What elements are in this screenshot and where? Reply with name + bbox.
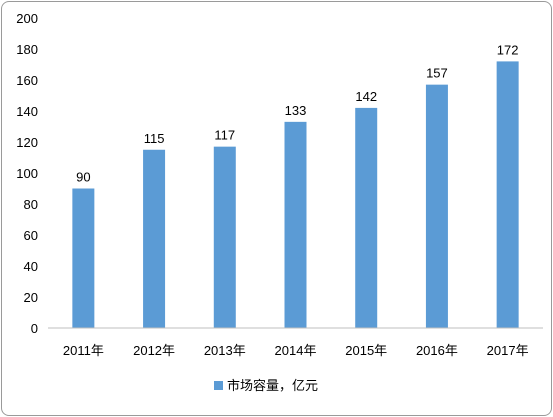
x-tick-label: 2015年 xyxy=(345,343,387,358)
y-tick-label: 60 xyxy=(24,228,38,243)
bar xyxy=(496,61,519,329)
data-label: 157 xyxy=(426,66,448,81)
data-label: 117 xyxy=(214,128,235,143)
bar xyxy=(72,188,95,328)
y-axis: 0 20 40 60 80 100 120 140 160 180 200 xyxy=(16,11,38,336)
y-tick-label: 160 xyxy=(16,73,38,88)
y-tick-label: 20 xyxy=(24,290,38,305)
x-tick-label: 2012年 xyxy=(133,343,175,358)
x-tick-label: 2016年 xyxy=(416,343,458,358)
y-tick-label: 0 xyxy=(31,321,38,336)
data-label: 115 xyxy=(144,131,165,146)
bar xyxy=(143,149,166,328)
x-tick-label: 2013年 xyxy=(204,343,246,358)
data-label: 172 xyxy=(497,42,519,57)
bar xyxy=(213,146,236,328)
data-label: 142 xyxy=(355,89,377,104)
y-tick-label: 40 xyxy=(24,259,38,274)
x-tick-label: 2014年 xyxy=(275,343,317,358)
y-tick-label: 80 xyxy=(24,197,38,212)
legend: 市场容量，亿元 xyxy=(214,378,318,394)
legend-swatch xyxy=(214,381,223,390)
y-tick-label: 100 xyxy=(16,166,38,181)
x-tick-label: 2017年 xyxy=(487,343,529,358)
bar xyxy=(425,84,448,329)
bar xyxy=(355,107,378,329)
data-label: 90 xyxy=(76,170,90,185)
y-tick-label: 180 xyxy=(16,42,38,57)
y-tick-label: 200 xyxy=(16,11,38,26)
x-axis-tick-labels: 2011年 2012年 2013年 2014年 2015年 2016年 2017年 xyxy=(63,343,529,358)
bar xyxy=(284,121,307,328)
data-label: 133 xyxy=(285,103,307,118)
x-tick-label: 2011年 xyxy=(63,343,104,358)
y-tick-label: 140 xyxy=(16,104,38,119)
bars xyxy=(72,61,519,329)
y-tick-label: 120 xyxy=(16,135,38,150)
legend-label: 市场容量，亿元 xyxy=(227,378,318,394)
data-labels: 90 115 117 133 142 157 172 xyxy=(76,42,518,184)
